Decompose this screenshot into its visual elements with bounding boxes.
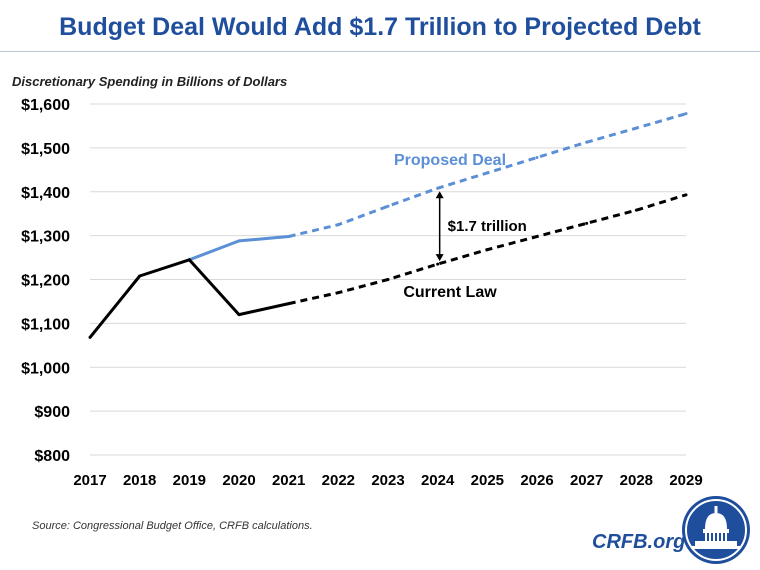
title-divider: [0, 51, 760, 52]
current-law-point: [634, 208, 638, 212]
current-law-point: [585, 221, 589, 225]
x-tick-label: 2018: [123, 472, 156, 489]
current-law-point: [237, 313, 241, 317]
proposed-deal-point: [336, 223, 340, 227]
capitol-dome-icon: [682, 496, 750, 564]
x-tick-label: 2021: [272, 472, 305, 489]
chart-title: Budget Deal Would Add $1.7 Trillion to P…: [59, 13, 701, 41]
x-tick-label: 2019: [173, 472, 206, 489]
current-law-point: [535, 235, 539, 239]
gap-arrow-head-down: [435, 254, 444, 262]
proposed-deal-point: [436, 186, 440, 190]
x-tick-labels: 2017 2018 2019 2020 2021 2022 2023 2024 2025 2026…: [73, 472, 702, 489]
current-law-actual-line: [88, 258, 290, 339]
current-law-point: [138, 274, 142, 278]
gap-annotation-label: $1.7 trillion: [448, 218, 527, 235]
y-tick-label: $1,500: [21, 141, 70, 158]
gap-arrow-head-up: [435, 191, 444, 199]
proposed-deal-point: [237, 239, 241, 243]
x-tick-label: 2023: [371, 472, 404, 489]
current-law-label: Current Law: [403, 284, 497, 301]
proposed-deal-point: [287, 235, 291, 239]
proposed-deal-point: [386, 204, 390, 208]
proposed-deal-point: [485, 171, 489, 175]
x-tick-label: 2024: [421, 472, 455, 489]
current-law-point: [485, 248, 489, 252]
series-lines: [88, 112, 688, 339]
proposed-deal-point: [684, 112, 688, 116]
gridlines: [90, 103, 686, 456]
line-chart: $800 $900 $1,000 $1,100 $1,200 $1,300 $1,400 $1…: [21, 97, 703, 489]
y-tick-labels: $800 $900 $1,000 $1,100 $1,200 $1,300 $1,400 $1…: [21, 97, 70, 465]
y-tick-label: $900: [34, 404, 70, 421]
x-tick-label: 2028: [620, 472, 653, 489]
y-tick-label: $1,600: [21, 97, 70, 114]
y-tick-label: $800: [34, 448, 70, 465]
y-tick-label: $1,400: [21, 185, 70, 202]
proposed-deal-point: [535, 156, 539, 160]
x-tick-label: 2027: [570, 472, 603, 489]
current-law-point: [436, 262, 440, 266]
y-tick-label: $1,000: [21, 360, 70, 377]
x-tick-label: 2026: [520, 472, 553, 489]
proposed-deal-point: [634, 126, 638, 130]
current-law-point: [336, 291, 340, 295]
source-note: Source: Congressional Budget Office, CRF…: [32, 520, 313, 532]
proposed-deal-point: [585, 140, 589, 144]
x-tick-label: 2022: [322, 472, 355, 489]
y-tick-label: $1,300: [21, 229, 70, 246]
y-tick-label: $1,100: [21, 316, 70, 333]
current-law-point: [187, 258, 191, 262]
y-tick-label: $1,200: [21, 273, 70, 290]
current-law-point: [287, 302, 291, 306]
current-law-point: [386, 278, 390, 281]
x-tick-label: 2017: [73, 472, 106, 489]
x-tick-label: 2025: [471, 472, 504, 489]
x-tick-label: 2029: [669, 472, 702, 489]
annotations: Proposed Deal Current Law $1.7 trillion: [394, 152, 527, 301]
proposed-deal-label: Proposed Deal: [394, 152, 506, 169]
x-tick-label: 2020: [222, 472, 255, 489]
current-law-point: [684, 193, 688, 197]
y-axis-label: Discretionary Spending in Billions of Do…: [12, 74, 288, 89]
current-law-point: [88, 335, 92, 339]
brand-name: CRFB.org: [592, 531, 686, 553]
